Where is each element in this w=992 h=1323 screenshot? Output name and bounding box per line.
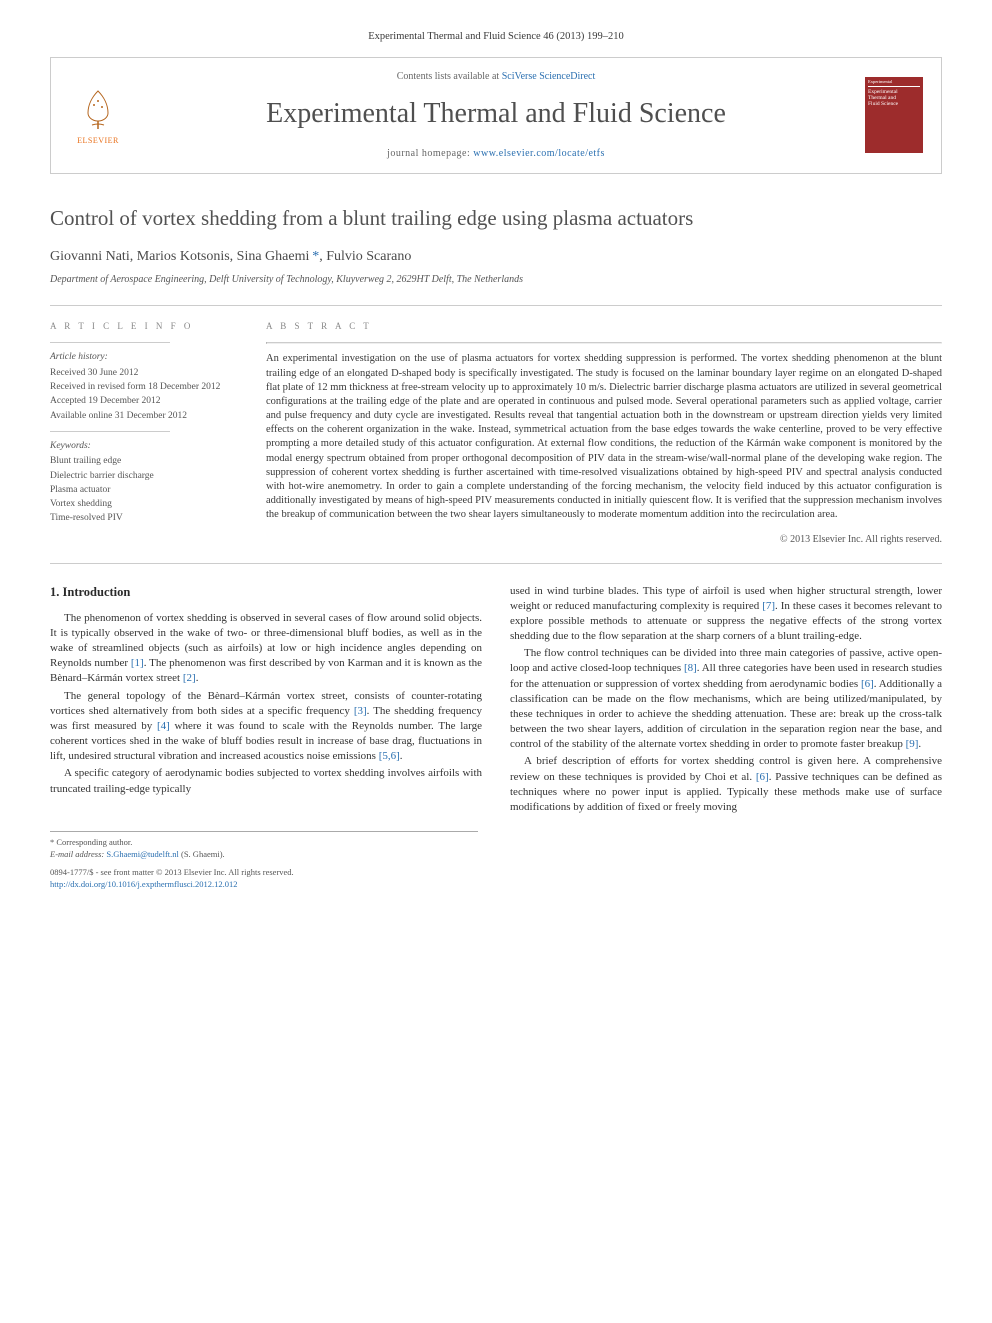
- ref-link[interactable]: [7]: [762, 600, 775, 612]
- body-paragraph: The general topology of the Bènard–Kármá…: [50, 689, 482, 765]
- publisher-name: ELSEVIER: [77, 135, 119, 146]
- elsevier-logo: ELSEVIER: [69, 84, 127, 146]
- history-accepted: Accepted 19 December 2012: [50, 395, 230, 408]
- body-paragraph: A brief description of efforts for vorte…: [510, 754, 942, 815]
- footnote-block: * Corresponding author. E-mail address: …: [50, 831, 478, 861]
- abstract-column: A B S T R A C T An experimental investig…: [266, 320, 942, 547]
- email-link[interactable]: S.Ghaemi@tudelft.nl: [106, 849, 179, 859]
- keyword-item: Plasma actuator: [50, 484, 230, 497]
- journal-name: Experimental Thermal and Fluid Science: [145, 94, 847, 133]
- homepage-link[interactable]: www.elsevier.com/locate/etfs: [473, 148, 605, 159]
- body-text: A specific category of aerodynamic bodie…: [50, 767, 482, 794]
- corresponding-author-note: * Corresponding author.: [50, 837, 478, 849]
- ref-link[interactable]: [8]: [684, 662, 697, 674]
- header-center: Contents lists available at SciVerse Sci…: [145, 70, 847, 161]
- body-columns: 1. Introduction The phenomenon of vortex…: [50, 584, 942, 816]
- doi-link[interactable]: http://dx.doi.org/10.1016/j.expthermflus…: [50, 879, 238, 889]
- ref-link[interactable]: [1]: [131, 657, 144, 669]
- email-suffix: (S. Ghaemi).: [179, 849, 225, 859]
- elsevier-tree-icon: [74, 85, 122, 133]
- footer-bar: 0894-1777/$ - see front matter © 2013 El…: [50, 867, 942, 891]
- body-paragraph: The phenomenon of vortex shedding is obs…: [50, 611, 482, 687]
- keywords-head: Keywords:: [50, 440, 230, 453]
- contents-prefix: Contents lists available at: [397, 71, 502, 82]
- affiliation: Department of Aerospace Engineering, Del…: [50, 273, 942, 287]
- author-list: Giovanni Nati, Marios Kotsonis, Sina Gha…: [50, 247, 942, 267]
- homepage-line: journal homepage: www.elsevier.com/locat…: [145, 147, 847, 161]
- history-received: Received 30 June 2012: [50, 367, 230, 380]
- ref-link[interactable]: [4]: [157, 720, 170, 732]
- sciencedirect-link[interactable]: SciVerse ScienceDirect: [502, 71, 596, 82]
- abstract-divider: [266, 342, 942, 344]
- article-info-column: A R T I C L E I N F O Article history: R…: [50, 320, 230, 547]
- body-text: .: [400, 750, 403, 762]
- info-divider-1: [50, 342, 170, 343]
- front-matter-line: 0894-1777/$ - see front matter © 2013 El…: [50, 867, 294, 879]
- history-online: Available online 31 December 2012: [50, 410, 230, 423]
- info-divider-2: [50, 431, 170, 432]
- article-title: Control of vortex shedding from a blunt …: [50, 204, 942, 233]
- keyword-item: Dielectric barrier discharge: [50, 470, 230, 483]
- ref-link[interactable]: [2]: [183, 672, 196, 684]
- cover-top-label: Experimental: [868, 80, 920, 87]
- body-paragraph: The flow control techniques can be divid…: [510, 646, 942, 752]
- history-head: Article history:: [50, 351, 230, 364]
- ref-link[interactable]: [6]: [861, 678, 874, 690]
- keyword-item: Blunt trailing edge: [50, 455, 230, 468]
- abstract-label: A B S T R A C T: [266, 320, 942, 333]
- keyword-item: Vortex shedding: [50, 498, 230, 511]
- divider-bottom: [50, 563, 942, 564]
- email-line: E-mail address: S.Ghaemi@tudelft.nl (S. …: [50, 849, 478, 861]
- abstract-copyright: © 2013 Elsevier Inc. All rights reserved…: [266, 533, 942, 547]
- citation-bar: Experimental Thermal and Fluid Science 4…: [50, 30, 942, 45]
- body-paragraph: used in wind turbine blades. This type o…: [510, 584, 942, 645]
- journal-header: ELSEVIER Contents lists available at Sci…: [50, 57, 942, 174]
- section-heading-intro: 1. Introduction: [50, 584, 482, 601]
- body-text: .: [918, 738, 921, 750]
- article-info-label: A R T I C L E I N F O: [50, 320, 230, 333]
- body-paragraph: A specific category of aerodynamic bodie…: [50, 766, 482, 796]
- keyword-item: Time-resolved PIV: [50, 512, 230, 525]
- ref-link[interactable]: [6]: [756, 771, 769, 783]
- meta-abstract-row: A R T I C L E I N F O Article history: R…: [50, 320, 942, 547]
- homepage-prefix: journal homepage:: [387, 148, 473, 159]
- authors-part-2: , Fulvio Scarano: [319, 249, 411, 264]
- divider-top: [50, 305, 942, 306]
- ref-link[interactable]: [3]: [354, 705, 367, 717]
- email-label: E-mail address:: [50, 849, 106, 859]
- history-revised: Received in revised form 18 December 201…: [50, 381, 230, 394]
- ref-link[interactable]: [9]: [906, 738, 919, 750]
- body-text: .: [196, 672, 199, 684]
- footer-left: 0894-1777/$ - see front matter © 2013 El…: [50, 867, 294, 891]
- ref-link[interactable]: [5,6]: [379, 750, 400, 762]
- abstract-text: An experimental investigation on the use…: [266, 352, 942, 522]
- contents-line: Contents lists available at SciVerse Sci…: [145, 70, 847, 84]
- journal-cover: Experimental Experimental Thermal and Fl…: [865, 77, 923, 153]
- cover-title-3: Fluid Science: [868, 101, 920, 107]
- authors-part-1: Giovanni Nati, Marios Kotsonis, Sina Gha…: [50, 249, 309, 264]
